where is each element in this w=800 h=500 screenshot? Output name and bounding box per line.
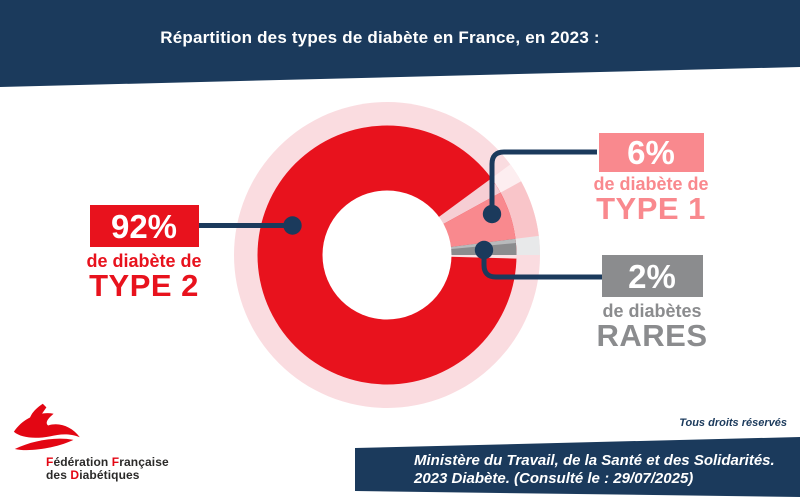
rares-percentage: 2% xyxy=(628,257,676,295)
type1-percentage: 6% xyxy=(627,134,675,171)
source-ribbon: Ministère du Travail, de la Santé et des… xyxy=(355,437,800,497)
logo-text: Fédération Française des Diabétiques xyxy=(46,455,169,482)
ffd-logo: Fédération Française des Diabétiques xyxy=(10,402,190,492)
title-banner: Répartition des types de diabète en Fran… xyxy=(0,0,800,87)
type1-percentage-box: 6% xyxy=(598,133,704,172)
type2-percentage: 92% xyxy=(110,207,178,245)
type1-sublabel: de diabète de xyxy=(593,174,709,194)
source-line1: Ministère du Travail, de la Santé et des… xyxy=(414,452,775,469)
type2-sublabel: de diabète de xyxy=(86,251,202,271)
rights-text: Tous droits réservés xyxy=(679,417,787,429)
rares-percentage-box: 2% xyxy=(601,255,703,297)
callout-type2: 92% de diabète de TYPE 2 xyxy=(64,205,224,301)
rares-label: RARES xyxy=(596,318,708,353)
type2-percentage-box: 92% xyxy=(89,205,199,247)
source-line2: 2023 Diabète. (Consulté le : 29/07/2025) xyxy=(414,470,694,487)
callout-type1: 6% de diabète de TYPE 1 xyxy=(571,133,731,224)
bird-logo-icon xyxy=(13,403,80,451)
callout-rares: 2% de diabètes RARES xyxy=(572,255,732,351)
type1-label: TYPE 1 xyxy=(596,191,706,226)
chart-title: Répartition des types de diabète en Fran… xyxy=(160,28,600,47)
type2-label: TYPE 2 xyxy=(89,268,199,303)
rares-sublabel: de diabètes xyxy=(602,301,702,321)
